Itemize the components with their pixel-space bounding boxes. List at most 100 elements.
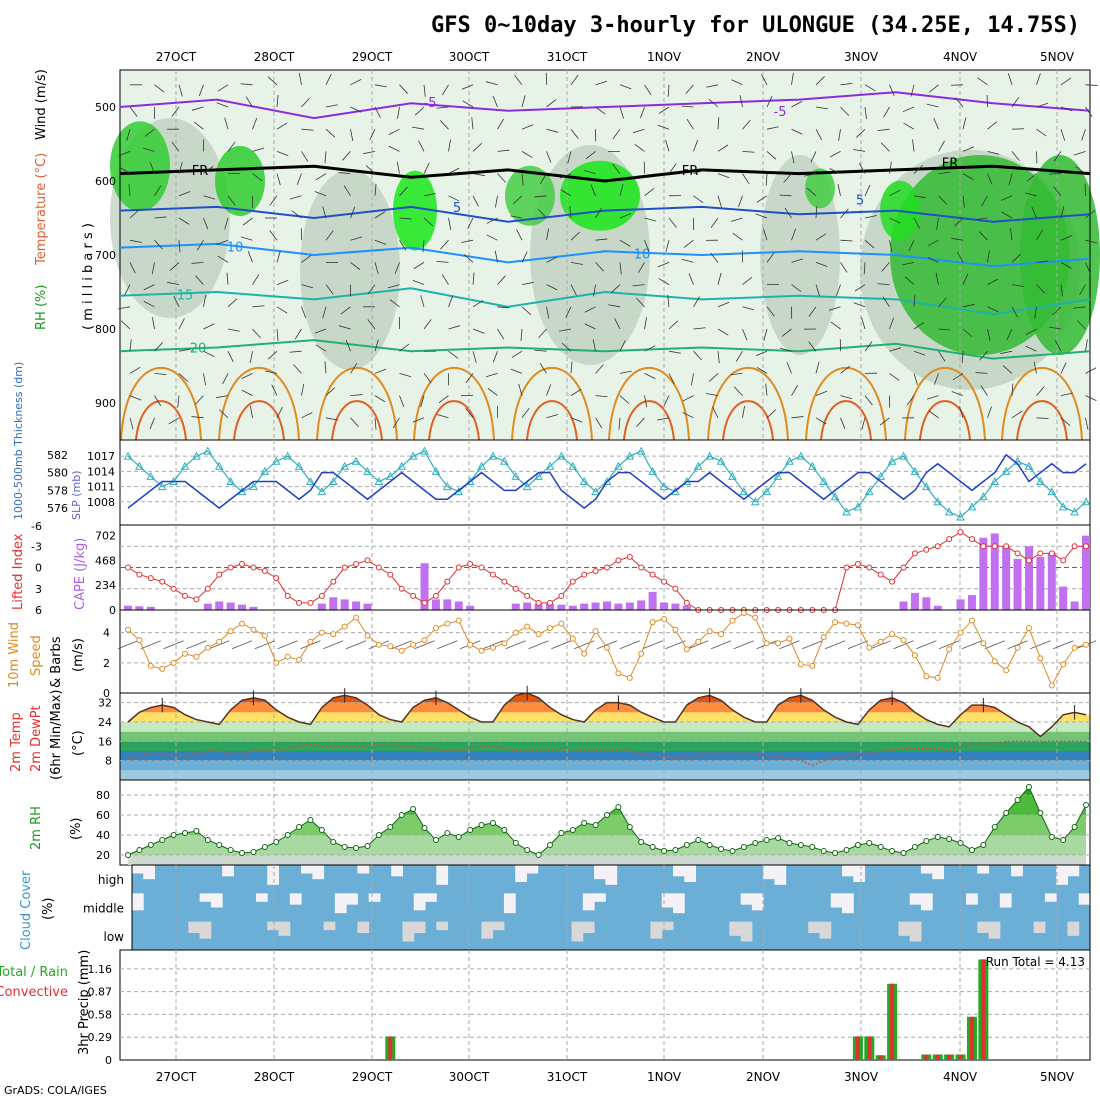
rh-marker: [444, 830, 451, 836]
wind-marker: [866, 644, 873, 651]
temp-contour: [119, 287, 1091, 316]
cloud-gap: [503, 893, 516, 914]
wind-marker: [273, 659, 280, 666]
li-marker: [341, 564, 348, 571]
cape-bar: [1059, 586, 1068, 610]
temp-contour-30: [331, 400, 383, 441]
cloud-gap: [255, 893, 268, 902]
wind-barb: [497, 275, 506, 285]
contour-label: -5: [424, 96, 437, 111]
wind-barb: [252, 147, 265, 152]
rh-marker: [273, 839, 280, 845]
rh-marker: [923, 838, 930, 844]
wind-barb: [374, 84, 387, 88]
rh-marker: [968, 847, 975, 853]
wind-barb: [981, 195, 988, 207]
wind-barb: [374, 339, 379, 352]
li-marker: [1014, 550, 1021, 557]
wind-barb: [521, 251, 528, 263]
rh-marker: [718, 846, 725, 852]
wind-barb: [938, 171, 951, 174]
wind-marker: [957, 629, 964, 636]
cloud-gap: [661, 921, 674, 931]
wind-barb: [374, 106, 381, 118]
rh-band: [128, 787, 1086, 795]
li-marker: [307, 599, 314, 606]
wind-marker: [170, 659, 177, 666]
wind-barb: [693, 139, 698, 152]
wind-barb: [129, 209, 140, 219]
cloud-gap: [977, 921, 990, 933]
rh-marker: [957, 840, 964, 846]
y-tick-label: 700: [95, 249, 116, 262]
temp-tick: 24: [98, 716, 112, 729]
slp-marker: [534, 471, 543, 480]
cape-bar: [1082, 535, 1090, 610]
wind-barb: [618, 417, 621, 430]
wind-barb: [154, 239, 163, 250]
wind-barb: [171, 106, 180, 117]
li-marker: [330, 578, 337, 585]
wind-barb: [120, 320, 131, 330]
li-marker: [524, 592, 531, 599]
wind-barb: [889, 317, 894, 330]
cape-bar: [682, 605, 691, 610]
li-marker: [558, 592, 565, 599]
wind-barb: [178, 240, 181, 253]
wind-barb: [902, 106, 915, 113]
slp-marker: [864, 487, 874, 496]
wind-marker: [478, 647, 485, 654]
wind-barb: [570, 361, 573, 374]
wind-marker: [615, 670, 622, 677]
li-marker: [1003, 543, 1010, 550]
slp-marker: [1070, 507, 1079, 516]
wind-marker: [432, 625, 439, 632]
wind-barb: [521, 281, 534, 285]
wind-barb: [987, 406, 992, 418]
cloud-gap: [1067, 865, 1080, 877]
wind-barb: [853, 302, 866, 308]
slp-marker: [910, 466, 920, 475]
wind-barb: [325, 230, 334, 241]
wind-barb: [345, 640, 367, 650]
wind-barb: [1060, 129, 1066, 141]
wind-barb: [142, 147, 155, 152]
cloud-cover-panel: high middle low Cloud Cover (%): [19, 864, 1091, 951]
wind-barb: [1053, 186, 1062, 197]
cloud-gap: [1033, 921, 1046, 933]
wind-barb: [644, 217, 657, 222]
cape-bar: [431, 599, 440, 610]
wind-marker: [889, 631, 896, 638]
wind-barb: [472, 300, 484, 308]
wind-barb: [668, 217, 677, 228]
wind-barb: [1000, 350, 1013, 355]
wind-barb: [338, 325, 351, 330]
rh-marker: [182, 830, 189, 836]
slp-marker: [762, 487, 772, 496]
slp-marker: [648, 466, 657, 475]
wind-marker: [204, 644, 211, 651]
cloud-gap: [391, 865, 403, 877]
wind-marker: [296, 656, 303, 663]
wind-barb: [276, 250, 281, 263]
wind-marker: [1014, 644, 1021, 651]
cloud-gap: [143, 865, 156, 880]
wind-barb: [877, 283, 890, 285]
wind-barb: [178, 217, 190, 225]
wind-barb: [1031, 206, 1037, 219]
wind-marker: [467, 641, 474, 648]
wind-barb: [977, 77, 988, 86]
rh-marker: [820, 848, 827, 854]
wind-barb: [791, 228, 796, 241]
rh-tick: 40: [96, 829, 110, 842]
li-marker: [991, 543, 998, 550]
wind-barb: [864, 215, 877, 219]
wind-barb: [438, 395, 449, 404]
wind-barb: [961, 351, 964, 364]
cloud-gap: [1056, 865, 1068, 885]
li-marker: [672, 585, 679, 592]
wind-barb: [840, 262, 848, 273]
rh-marker: [763, 837, 770, 843]
wind-barb: [824, 640, 846, 650]
cloud-gap: [222, 865, 234, 877]
